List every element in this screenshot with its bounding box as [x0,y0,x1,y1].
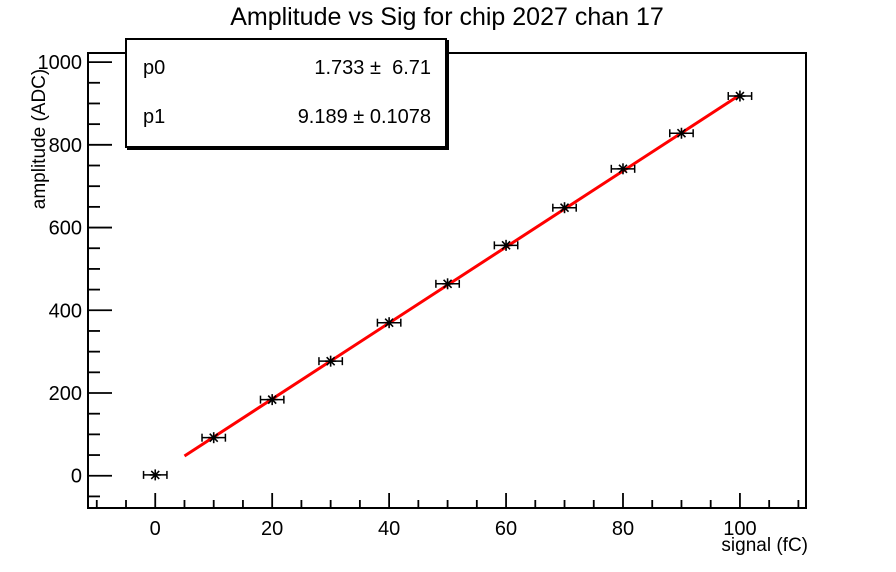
y-tick-label: 400 [49,300,82,322]
fit-line [183,93,741,458]
data-point-marker [559,203,570,213]
x-tick-label: 20 [261,518,283,540]
data-point-marker [501,240,511,250]
stats-row-p1: p1 9.189 ± 0.1078 [127,106,445,129]
data-point-marker [618,164,628,174]
y-tick-label: 200 [49,383,82,405]
plot-frame [87,52,807,509]
data-point-marker [267,395,277,405]
data-point-marker [209,433,219,443]
y-axis-title: amplitude (ADC) [29,68,50,210]
x-tick-label: 100 [723,518,756,540]
stats-row-p0: p0 1.733 ± 6.71 [127,57,445,80]
x-tick-label: 0 [150,518,161,540]
chart-title: Amplitude vs Sig for chip 2027 chan 17 [230,3,664,31]
stats-box: p0 1.733 ± 6.71 p1 9.189 ± 0.1078 [125,38,447,148]
y-tick-label: 600 [49,218,82,240]
y-tick-label: 800 [49,135,82,157]
param-value-p1: 9.189 ± 0.1078 [297,106,431,128]
x-tick-label: 80 [612,518,634,540]
data-point-marker [326,356,336,366]
y-tick-label: 0 [71,466,82,488]
param-name-p1: p1 [143,106,166,128]
y-tick-label: 1000 [38,52,83,74]
param-value-p0: 1.733 ± 6.71 [314,57,431,79]
data-point-marker [150,470,160,480]
param-name-p0: p0 [143,57,166,79]
data-point-marker [443,279,453,289]
x-tick-label: 40 [378,518,400,540]
data-point-marker [735,91,745,101]
data-point-marker [676,128,687,138]
x-tick-label: 60 [495,518,517,540]
x-axis-title: signal (fC) [721,535,808,556]
data-point-marker [384,318,394,328]
